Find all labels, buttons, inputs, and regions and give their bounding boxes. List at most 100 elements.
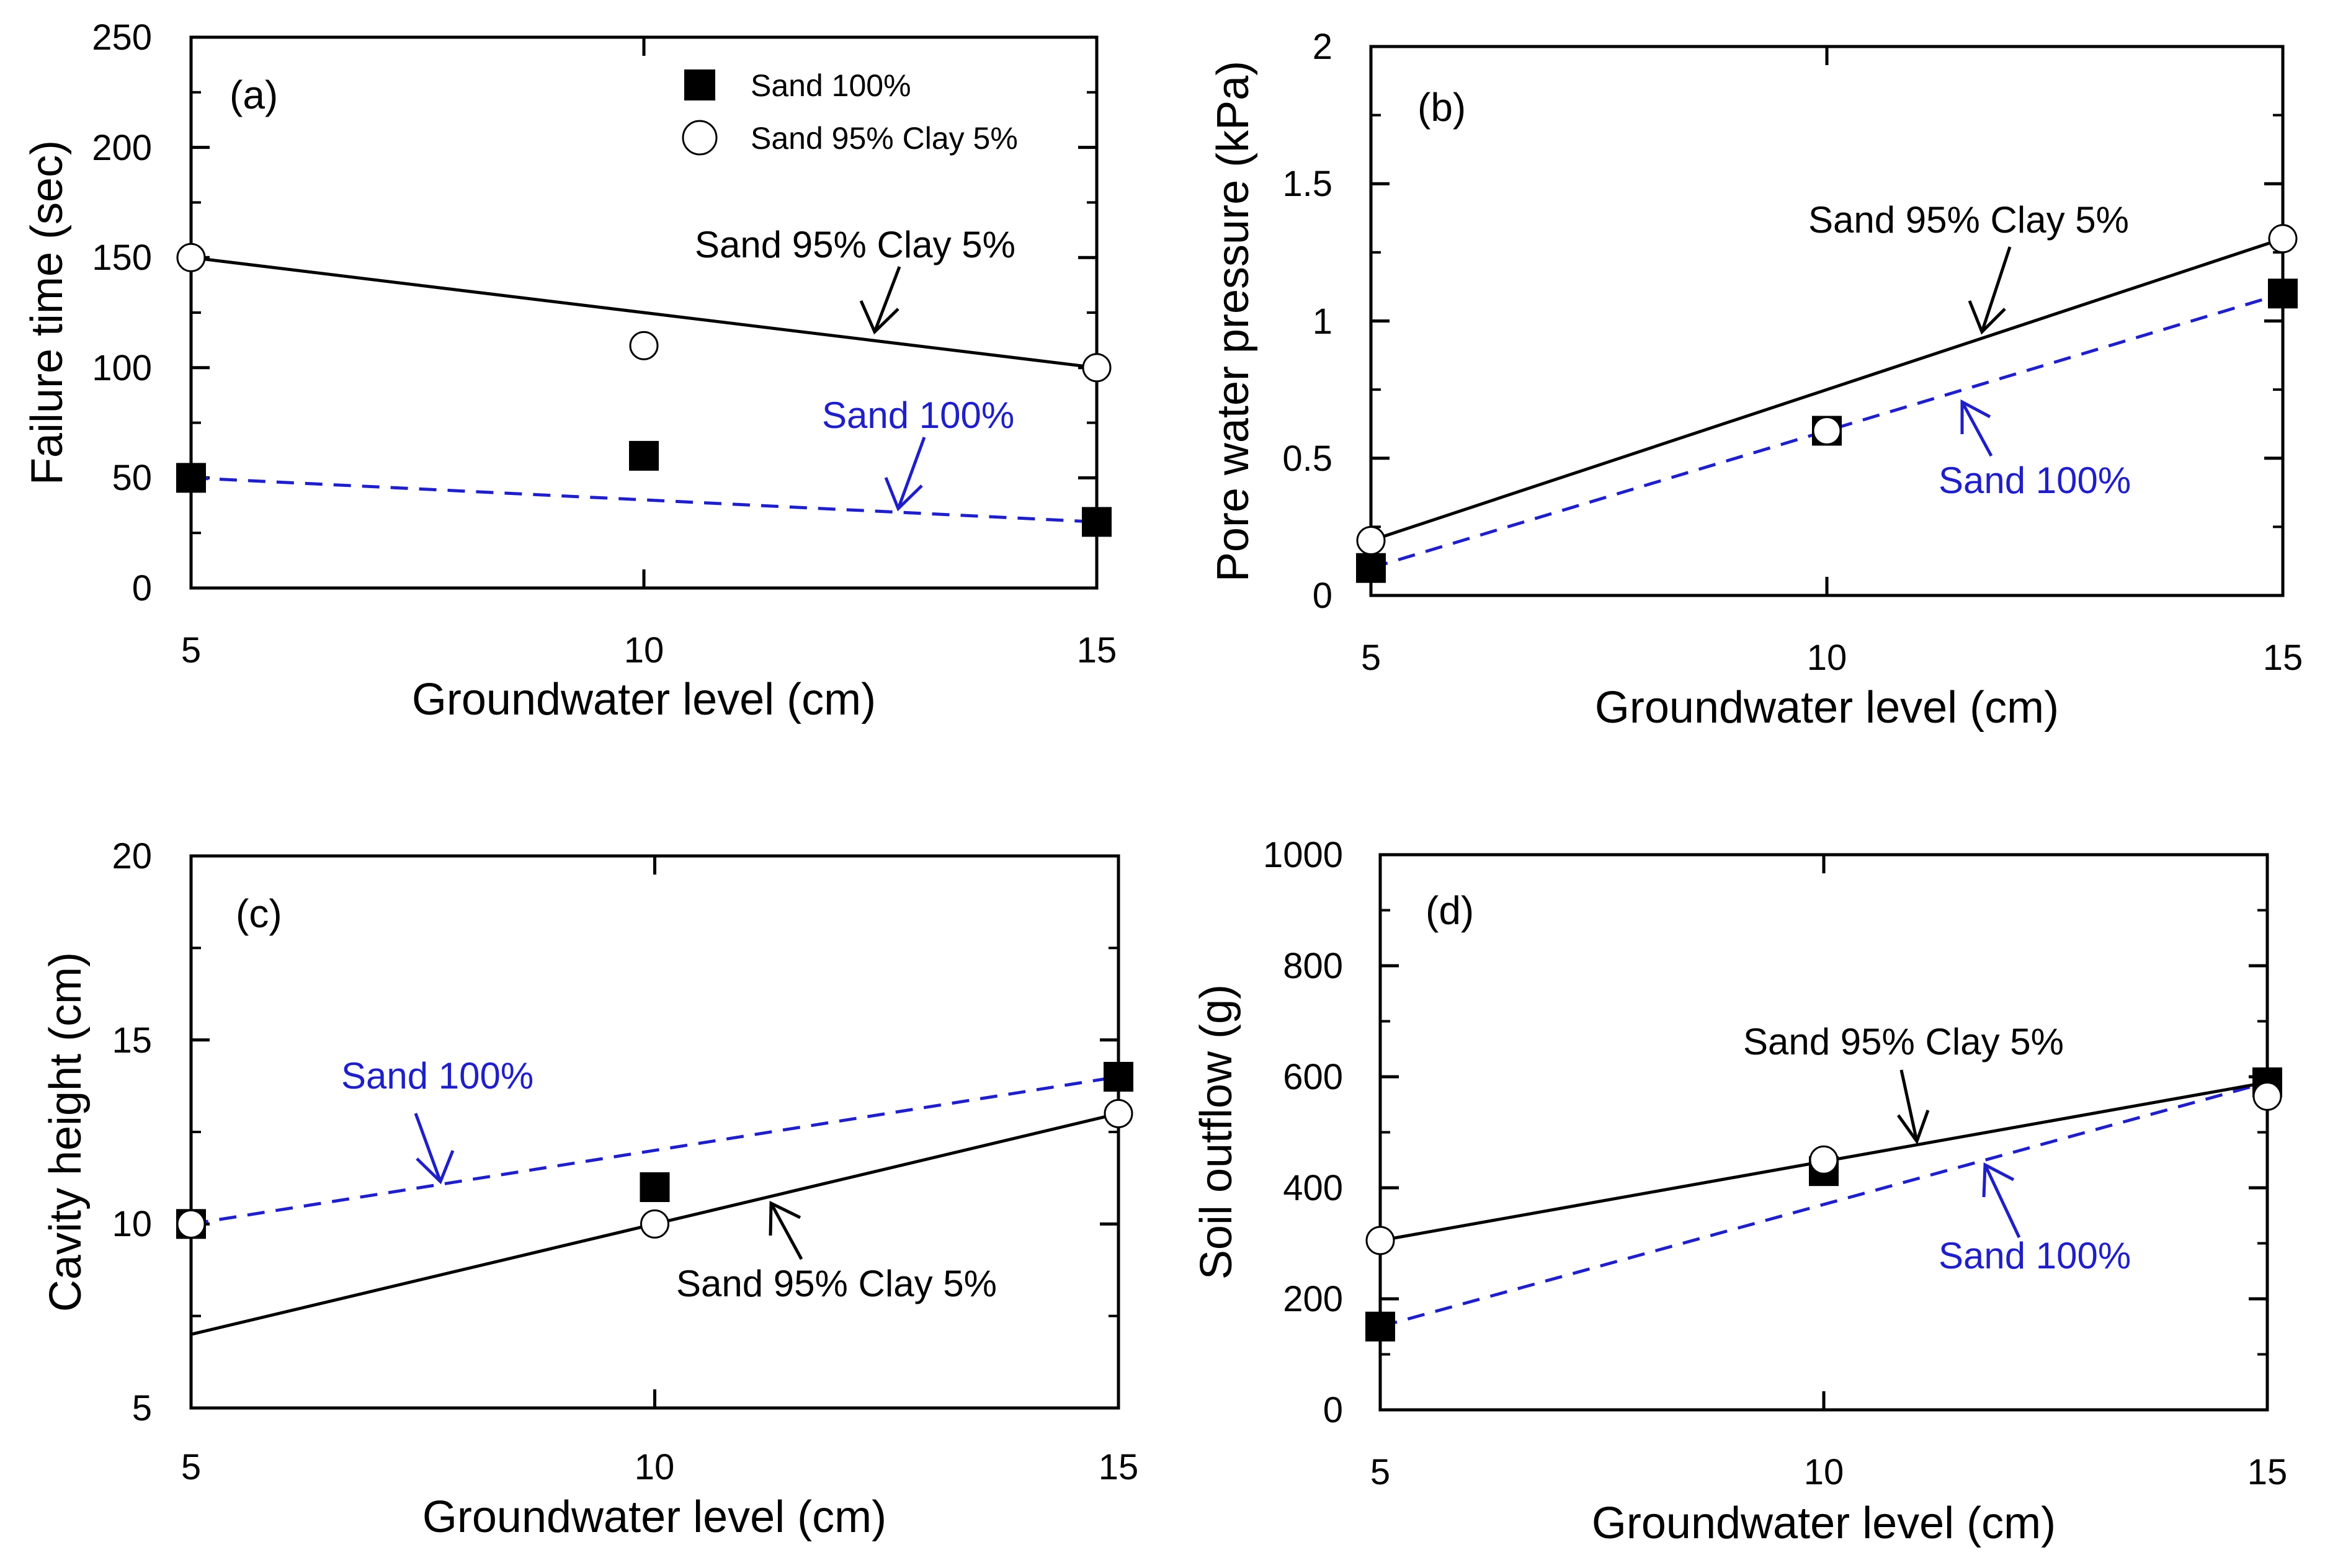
panel-b-yticks: 0 0.5 1 1.5 2 (1282, 27, 1332, 616)
panel-c-point-sand95-0 (176, 1209, 206, 1239)
panel-d-point-sand95-1 (1809, 1145, 1839, 1175)
panel-c-arrowhead-sand100 (416, 1150, 455, 1185)
panel-c-xticks: 5 10 15 (181, 1447, 1138, 1487)
panel-c-arrowhead-sand95 (769, 1201, 801, 1236)
panel-b-ytick-1: 0.5 (1282, 439, 1332, 479)
panel-d-point-sand100-0 (1365, 1311, 1395, 1342)
panel-b-xlabel: Groundwater level (cm) (1595, 683, 2059, 733)
panel-b-ytick-0: 0 (1313, 576, 1332, 616)
panel-c-point-sand95-2 (1104, 1098, 1133, 1128)
panel-b-point-sand95-1 (1812, 416, 1842, 445)
panel-a-ytick-2: 100 (92, 348, 152, 388)
panel-b-fit-line-sand95 (1370, 237, 2283, 542)
panel-a-point-sand100-0 (176, 463, 206, 493)
panel-b-arrowhead-sand95 (1968, 300, 2006, 335)
panel-c-ylabel: Cavity height (cm) (41, 952, 91, 1312)
panel-c-ann-sand100: Sand 100% (341, 1055, 533, 1097)
panel-c-ytick-2: 15 (112, 1020, 152, 1061)
panel-a-ytick-4: 200 (92, 128, 152, 168)
panel-b-fit-line-sand100 (1370, 292, 2283, 570)
legend-sand100-text: Sand 100% (751, 68, 911, 103)
panel-a-arrowhead-sand95 (859, 300, 899, 335)
panel-a-arrowhead-sand100 (884, 477, 923, 512)
panel-a-yticks: 0 50 100 150 200 250 (92, 17, 152, 608)
panel-d-arrowhead-sand95 (1896, 1110, 1930, 1145)
panel-d-ytick-3: 600 (1283, 1057, 1343, 1097)
panel-b-arrow-sand95 (1980, 246, 2012, 332)
panel-c-arrow-sand95 (769, 1202, 803, 1260)
panel-a-fit-line-sand95 (190, 256, 1097, 370)
panel-b-xtick-0: 5 (1361, 638, 1381, 678)
panel-b-ann-sand95: Sand 95% Clay 5% (1808, 199, 2129, 241)
panel-b-xticks: 5 10 15 (1361, 638, 2303, 678)
panel-d-ytick-0: 0 (1323, 1390, 1343, 1430)
panel-a-arrow-sand100 (896, 437, 926, 509)
panel-d-ytick-1: 200 (1283, 1279, 1343, 1319)
panel-a-xticks: 5 10 15 (181, 630, 1117, 670)
panel-b-xtick-1: 10 (1807, 638, 1847, 678)
panel-a-plot (176, 35, 1112, 590)
panel-d-plot (1365, 853, 2282, 1412)
panel-c-point-sand95-1 (640, 1209, 669, 1239)
panel-d-ann-sand95: Sand 95% Clay 5% (1743, 1021, 2064, 1062)
panel-b: (b) Groundwater level (cm) Pore water pr… (1208, 27, 2303, 733)
panel-b-plot (1356, 45, 2298, 597)
panel-a-point-sand100-2 (1082, 507, 1112, 537)
panel-b-frame (1369, 45, 2285, 597)
panel-a-xtick-2: 15 (1077, 630, 1117, 670)
panel-d-xticks: 5 10 15 (1370, 1452, 2287, 1492)
panel-d-ytick-5: 1000 (1263, 835, 1343, 875)
panel-d: (d) Groundwater level (cm) Soil outflow … (1192, 835, 2287, 1548)
panel-b-arrowhead-sand100 (1960, 399, 1991, 434)
panel-d-ytick-2: 400 (1283, 1168, 1343, 1208)
panel-a-fit-line-sand100 (190, 476, 1097, 523)
panel-c-xtick-0: 5 (181, 1447, 201, 1487)
panel-d-arrowhead-sand100 (1982, 1162, 2015, 1198)
panel-b-point-sand95-0 (1356, 526, 1386, 555)
panel-c-ann-sand95: Sand 95% Clay 5% (676, 1263, 997, 1304)
panel-c-ytick-3: 20 (112, 836, 152, 876)
panel-c-ytick-0: 5 (132, 1388, 152, 1428)
panel-a-point-sand95-2 (1082, 353, 1112, 383)
panel-a-ytick-3: 150 (92, 238, 152, 278)
panel-a-legend: Sand 100% Sand 95% Clay 5% (682, 68, 1018, 156)
panel-b-ytick-2: 1 (1313, 301, 1332, 342)
panel-c-xlabel: Groundwater level (cm) (422, 1492, 886, 1542)
panel-d-ytick-4: 800 (1283, 946, 1343, 986)
panel-a-ytick-0: 0 (132, 568, 152, 608)
panel-d-ann-sand100: Sand 100% (1939, 1235, 2131, 1276)
panel-a-xtick-1: 10 (624, 630, 664, 670)
panel-d-label: (d) (1426, 888, 1474, 933)
panel-a-point-sand95-0 (176, 243, 206, 272)
panel-a-point-sand95-1 (629, 331, 659, 360)
panel-c: (c) Groundwater level (cm) Cavity height… (41, 836, 1138, 1542)
panel-a-xtick-0: 5 (181, 630, 201, 670)
panel-b-ann-sand100: Sand 100% (1939, 460, 2131, 501)
panel-b-ylabel: Pore water pressure (kPa) (1208, 61, 1258, 582)
panel-d-fit-line-sand100 (1380, 1080, 2268, 1329)
panel-c-xtick-2: 15 (1099, 1447, 1139, 1487)
panel-d-arrow-sand100 (1983, 1164, 2021, 1239)
legend-sand95-marker (682, 120, 718, 156)
panel-a-ylabel: Failure time (sec) (22, 140, 72, 485)
panel-d-xlabel: Groundwater level (cm) (1592, 1499, 2056, 1548)
panel-d-xtick-2: 15 (2247, 1452, 2288, 1492)
panel-d-point-sand95-2 (2252, 1081, 2282, 1111)
panel-d-yticks: 0 200 400 600 800 1000 (1263, 835, 1343, 1430)
panel-c-frame (189, 854, 1120, 1410)
panel-c-label: (c) (236, 891, 282, 936)
panel-b-ytick-4: 2 (1313, 27, 1332, 67)
panel-c-yticks: 5 10 15 20 (112, 836, 152, 1428)
panel-c-arrow-sand100 (414, 1113, 442, 1182)
panel-b-xtick-2: 15 (2263, 638, 2303, 678)
panel-c-ytick-1: 10 (112, 1204, 152, 1244)
panel-c-point-sand100-1 (640, 1172, 670, 1202)
panel-b-arrow-sand100 (1960, 401, 1993, 457)
panel-c-fit-line-sand100 (190, 1075, 1119, 1226)
panel-b-point-sand95-2 (2268, 224, 2298, 254)
panel-a-label: (a) (230, 73, 278, 117)
panel-a-ann-sand100: Sand 100% (822, 394, 1014, 436)
panel-d-ylabel: Soil outflow (g) (1192, 984, 1241, 1280)
panel-c-point-sand100-2 (1104, 1062, 1133, 1092)
